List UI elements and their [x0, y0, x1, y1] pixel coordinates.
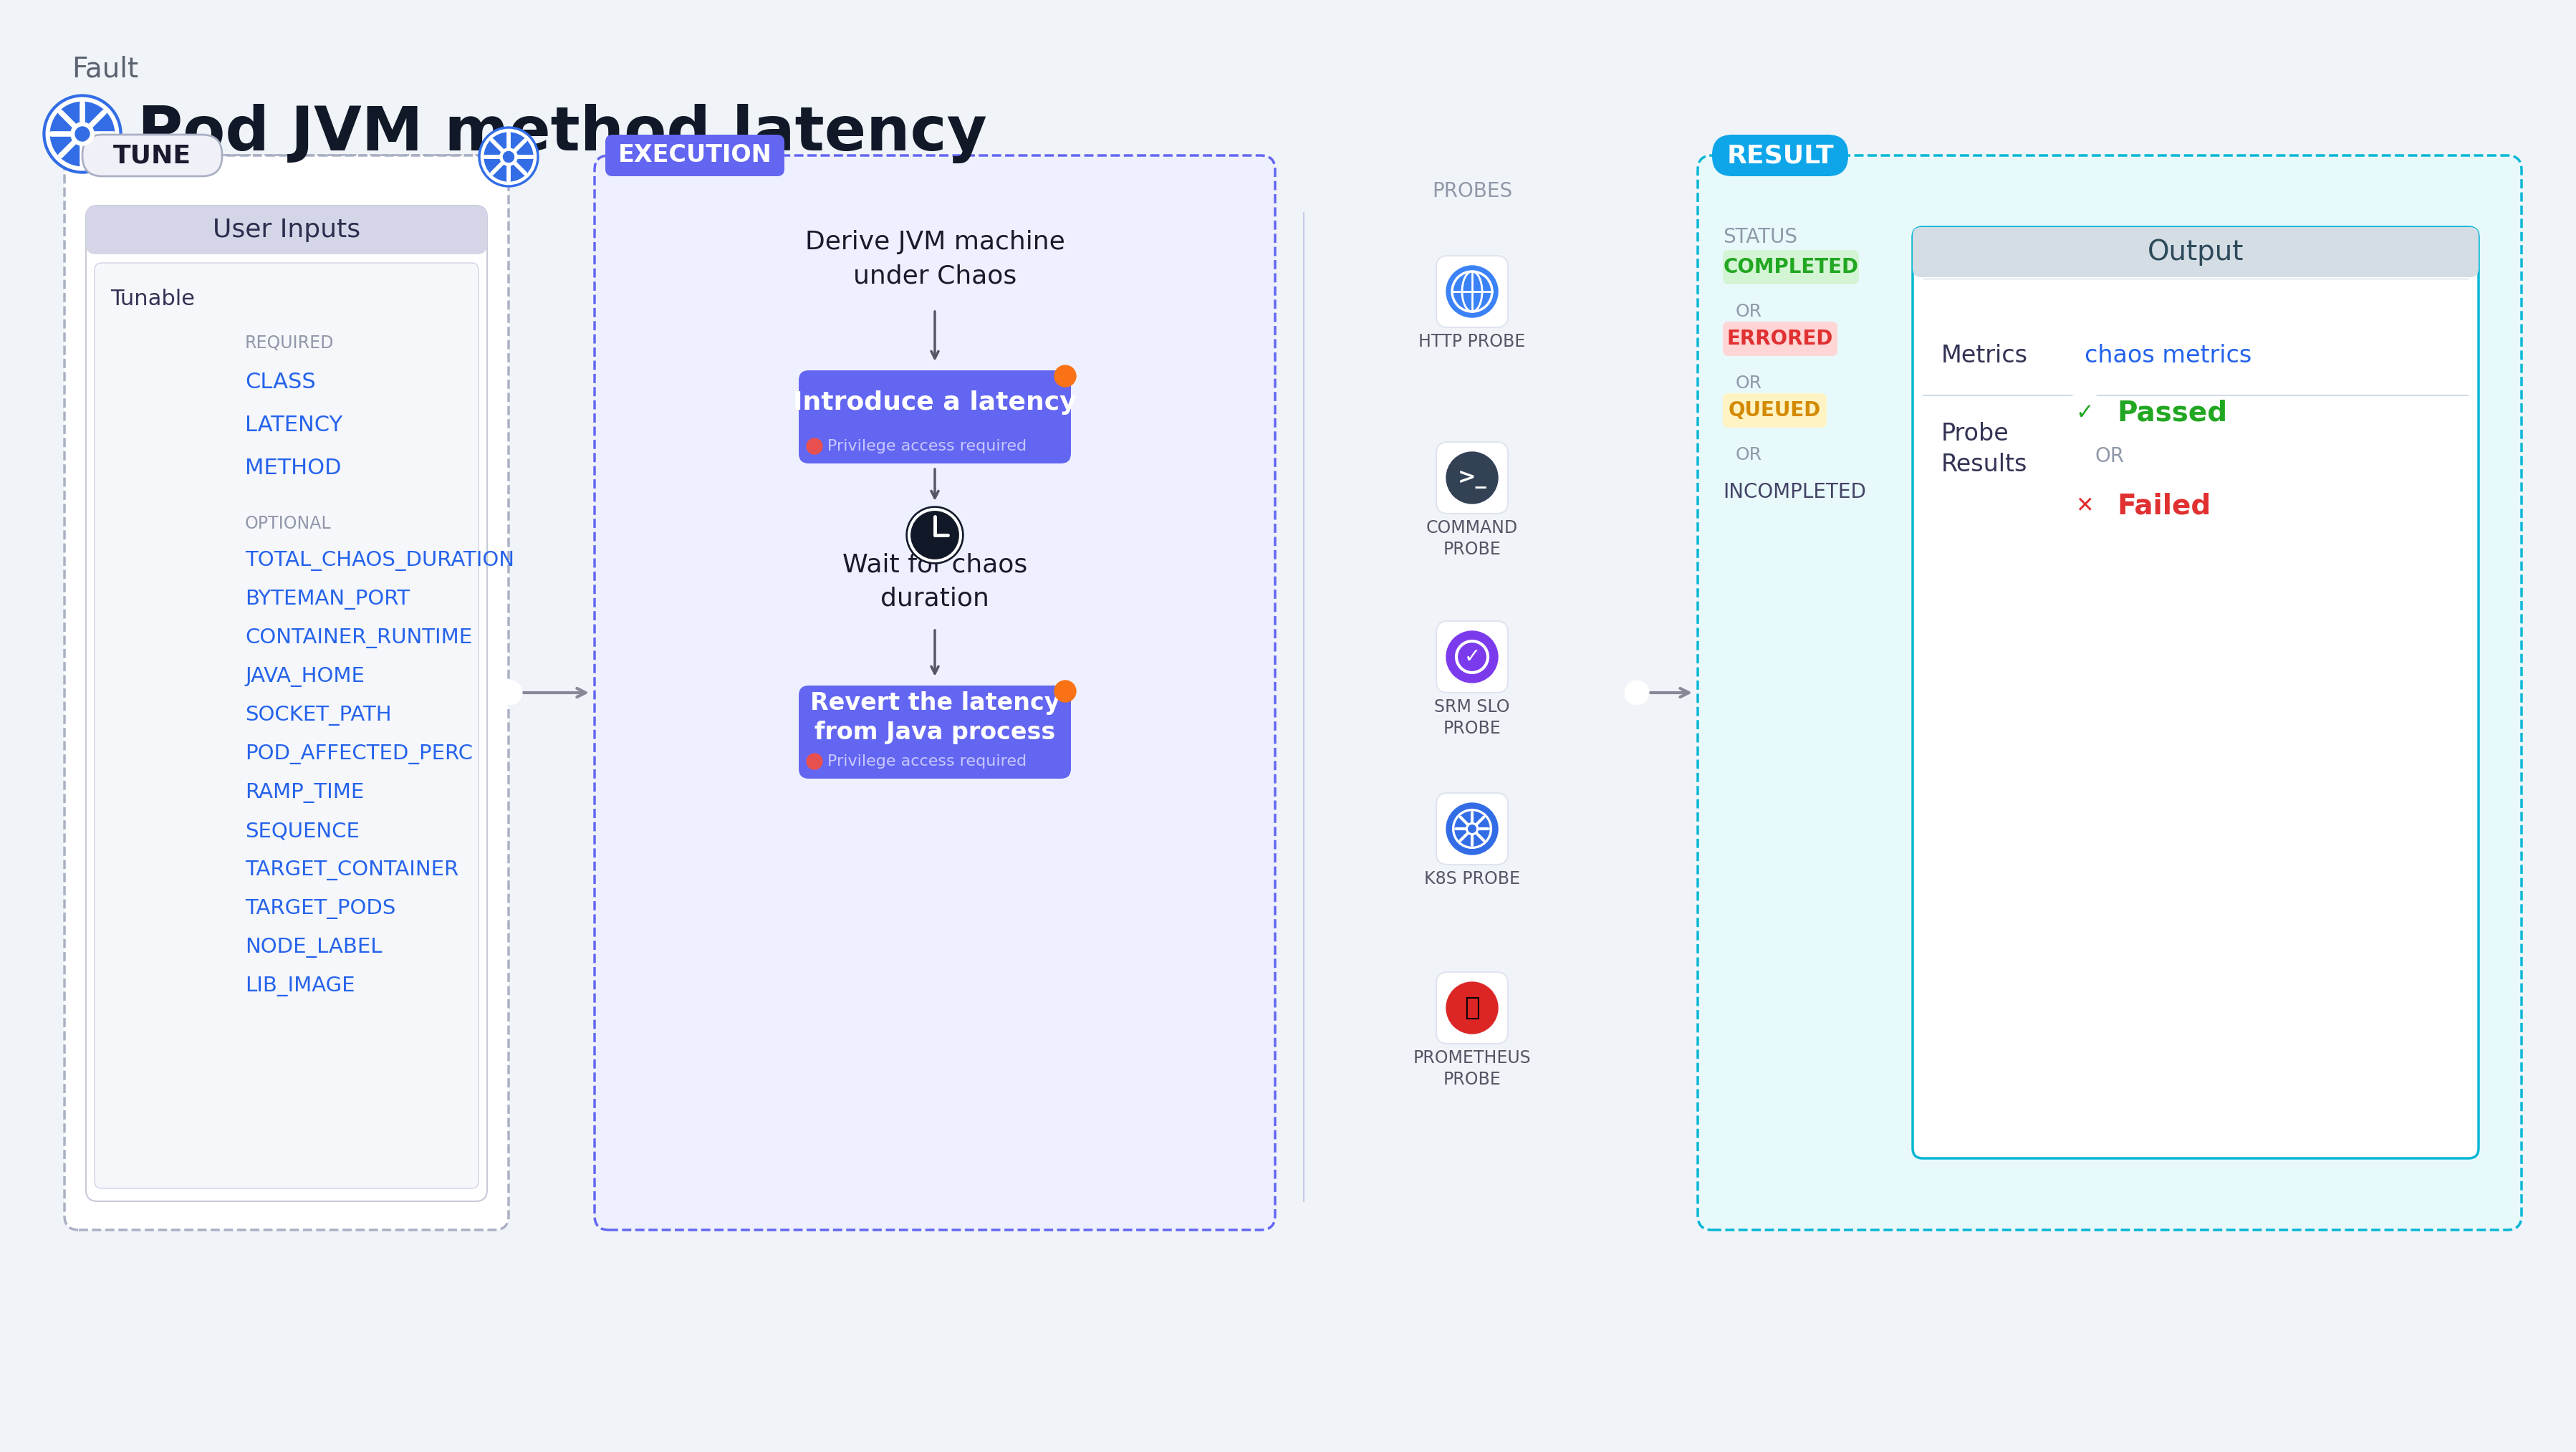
Text: BYTEMAN_PORT: BYTEMAN_PORT [245, 590, 410, 610]
Text: Output: Output [2148, 238, 2244, 266]
Text: RESULT: RESULT [1726, 144, 1834, 167]
Circle shape [2063, 486, 2105, 527]
Text: 🔥: 🔥 [1463, 996, 1479, 1021]
Text: Tunable: Tunable [111, 289, 196, 309]
Text: TUNE: TUNE [113, 144, 191, 167]
Text: Derive JVM machine
under Chaos: Derive JVM machine under Chaos [804, 229, 1064, 289]
Circle shape [479, 126, 538, 187]
Text: Passed: Passed [2117, 399, 2228, 427]
FancyBboxPatch shape [1437, 256, 1507, 327]
Circle shape [1625, 681, 1649, 704]
Text: METHOD: METHOD [245, 457, 343, 479]
Text: COMPLETED: COMPLETED [1723, 257, 1857, 277]
Circle shape [75, 128, 90, 141]
FancyBboxPatch shape [1437, 793, 1507, 864]
Circle shape [1054, 366, 1077, 386]
Text: OR: OR [1736, 375, 1762, 392]
Text: Probe
Results: Probe Results [1942, 421, 2027, 476]
Circle shape [1445, 632, 1497, 682]
FancyBboxPatch shape [1723, 250, 1860, 285]
Text: OR: OR [2094, 446, 2125, 466]
FancyBboxPatch shape [1723, 322, 1837, 356]
Circle shape [907, 507, 963, 563]
FancyBboxPatch shape [595, 155, 1275, 1230]
Text: K8S PROBE: K8S PROBE [1425, 870, 1520, 887]
Text: RAMP_TIME: RAMP_TIME [245, 783, 363, 803]
Text: Fault: Fault [72, 55, 139, 83]
Text: CONTAINER_RUNTIME: CONTAINER_RUNTIME [245, 629, 471, 648]
Text: JAVA_HOME: JAVA_HOME [245, 666, 366, 687]
Text: ✓: ✓ [2076, 404, 2094, 424]
Text: INCOMPLETED: INCOMPLETED [1723, 482, 1865, 502]
Text: STATUS: STATUS [1723, 227, 1798, 247]
Circle shape [806, 439, 822, 454]
Text: OR: OR [1736, 303, 1762, 321]
Text: COMMAND
PROBE: COMMAND PROBE [1427, 520, 1517, 558]
FancyBboxPatch shape [1713, 135, 1847, 176]
Text: TARGET_PODS: TARGET_PODS [245, 899, 397, 919]
Text: Privilege access required: Privilege access required [827, 439, 1028, 453]
FancyBboxPatch shape [1437, 971, 1507, 1044]
Circle shape [1445, 452, 1497, 504]
Text: Metrics: Metrics [1942, 344, 2027, 367]
Circle shape [1445, 266, 1497, 318]
FancyBboxPatch shape [1911, 227, 2478, 277]
Text: ✓: ✓ [1463, 646, 1481, 666]
Text: ERRORED: ERRORED [1726, 328, 1834, 348]
Circle shape [806, 754, 822, 770]
FancyBboxPatch shape [82, 135, 222, 176]
Text: Privilege access required: Privilege access required [827, 754, 1028, 768]
Circle shape [500, 681, 520, 704]
FancyBboxPatch shape [1437, 441, 1507, 514]
Text: OR: OR [1736, 446, 1762, 463]
Circle shape [1445, 982, 1497, 1034]
Circle shape [2063, 393, 2105, 433]
Text: TOTAL_CHAOS_DURATION: TOTAL_CHAOS_DURATION [245, 550, 515, 571]
Text: User Inputs: User Inputs [214, 218, 361, 242]
FancyBboxPatch shape [1437, 621, 1507, 693]
Text: Introduce a latency: Introduce a latency [793, 391, 1077, 415]
Circle shape [1054, 681, 1077, 701]
Text: PROMETHEUS
PROBE: PROMETHEUS PROBE [1414, 1050, 1530, 1088]
Text: LIB_IMAGE: LIB_IMAGE [245, 976, 355, 996]
Circle shape [1450, 807, 1494, 851]
Text: PROBES: PROBES [1432, 182, 1512, 202]
Text: NODE_LABEL: NODE_LABEL [245, 938, 381, 958]
Text: SEQUENCE: SEQUENCE [245, 822, 361, 842]
Circle shape [1445, 803, 1497, 855]
Text: SOCKET_PATH: SOCKET_PATH [245, 706, 392, 726]
FancyBboxPatch shape [1911, 227, 2478, 1159]
Text: QUEUED: QUEUED [1728, 401, 1821, 421]
Text: LATENCY: LATENCY [245, 415, 343, 436]
Text: EXECUTION: EXECUTION [618, 144, 773, 167]
Text: >_: >_ [1458, 468, 1486, 488]
Text: POD_AFFECTED_PERC: POD_AFFECTED_PERC [245, 745, 474, 764]
Text: HTTP PROBE: HTTP PROBE [1419, 333, 1525, 350]
FancyBboxPatch shape [799, 370, 1072, 463]
Text: OPTIONAL: OPTIONAL [245, 515, 332, 533]
FancyBboxPatch shape [85, 206, 487, 1201]
Text: SRM SLO
PROBE: SRM SLO PROBE [1435, 698, 1510, 736]
FancyBboxPatch shape [799, 685, 1072, 778]
Circle shape [44, 94, 121, 173]
Circle shape [502, 152, 513, 163]
FancyBboxPatch shape [85, 206, 487, 254]
FancyBboxPatch shape [1698, 155, 2522, 1230]
Text: chaos metrics: chaos metrics [2084, 344, 2251, 367]
Text: Pod JVM method latency: Pod JVM method latency [137, 105, 987, 164]
Text: Failed: Failed [2117, 492, 2210, 520]
Text: REQUIRED: REQUIRED [245, 334, 335, 351]
Text: TARGET_CONTAINER: TARGET_CONTAINER [245, 861, 459, 880]
FancyBboxPatch shape [1723, 393, 1826, 428]
Circle shape [1468, 825, 1476, 832]
Text: CLASS: CLASS [245, 372, 317, 392]
FancyBboxPatch shape [64, 155, 507, 1230]
Text: ✕: ✕ [2076, 497, 2094, 517]
Text: Revert the latency
from Java process: Revert the latency from Java process [809, 691, 1059, 745]
FancyBboxPatch shape [605, 135, 786, 176]
Text: Wait for chaos
duration: Wait for chaos duration [842, 552, 1028, 611]
FancyBboxPatch shape [95, 263, 479, 1188]
